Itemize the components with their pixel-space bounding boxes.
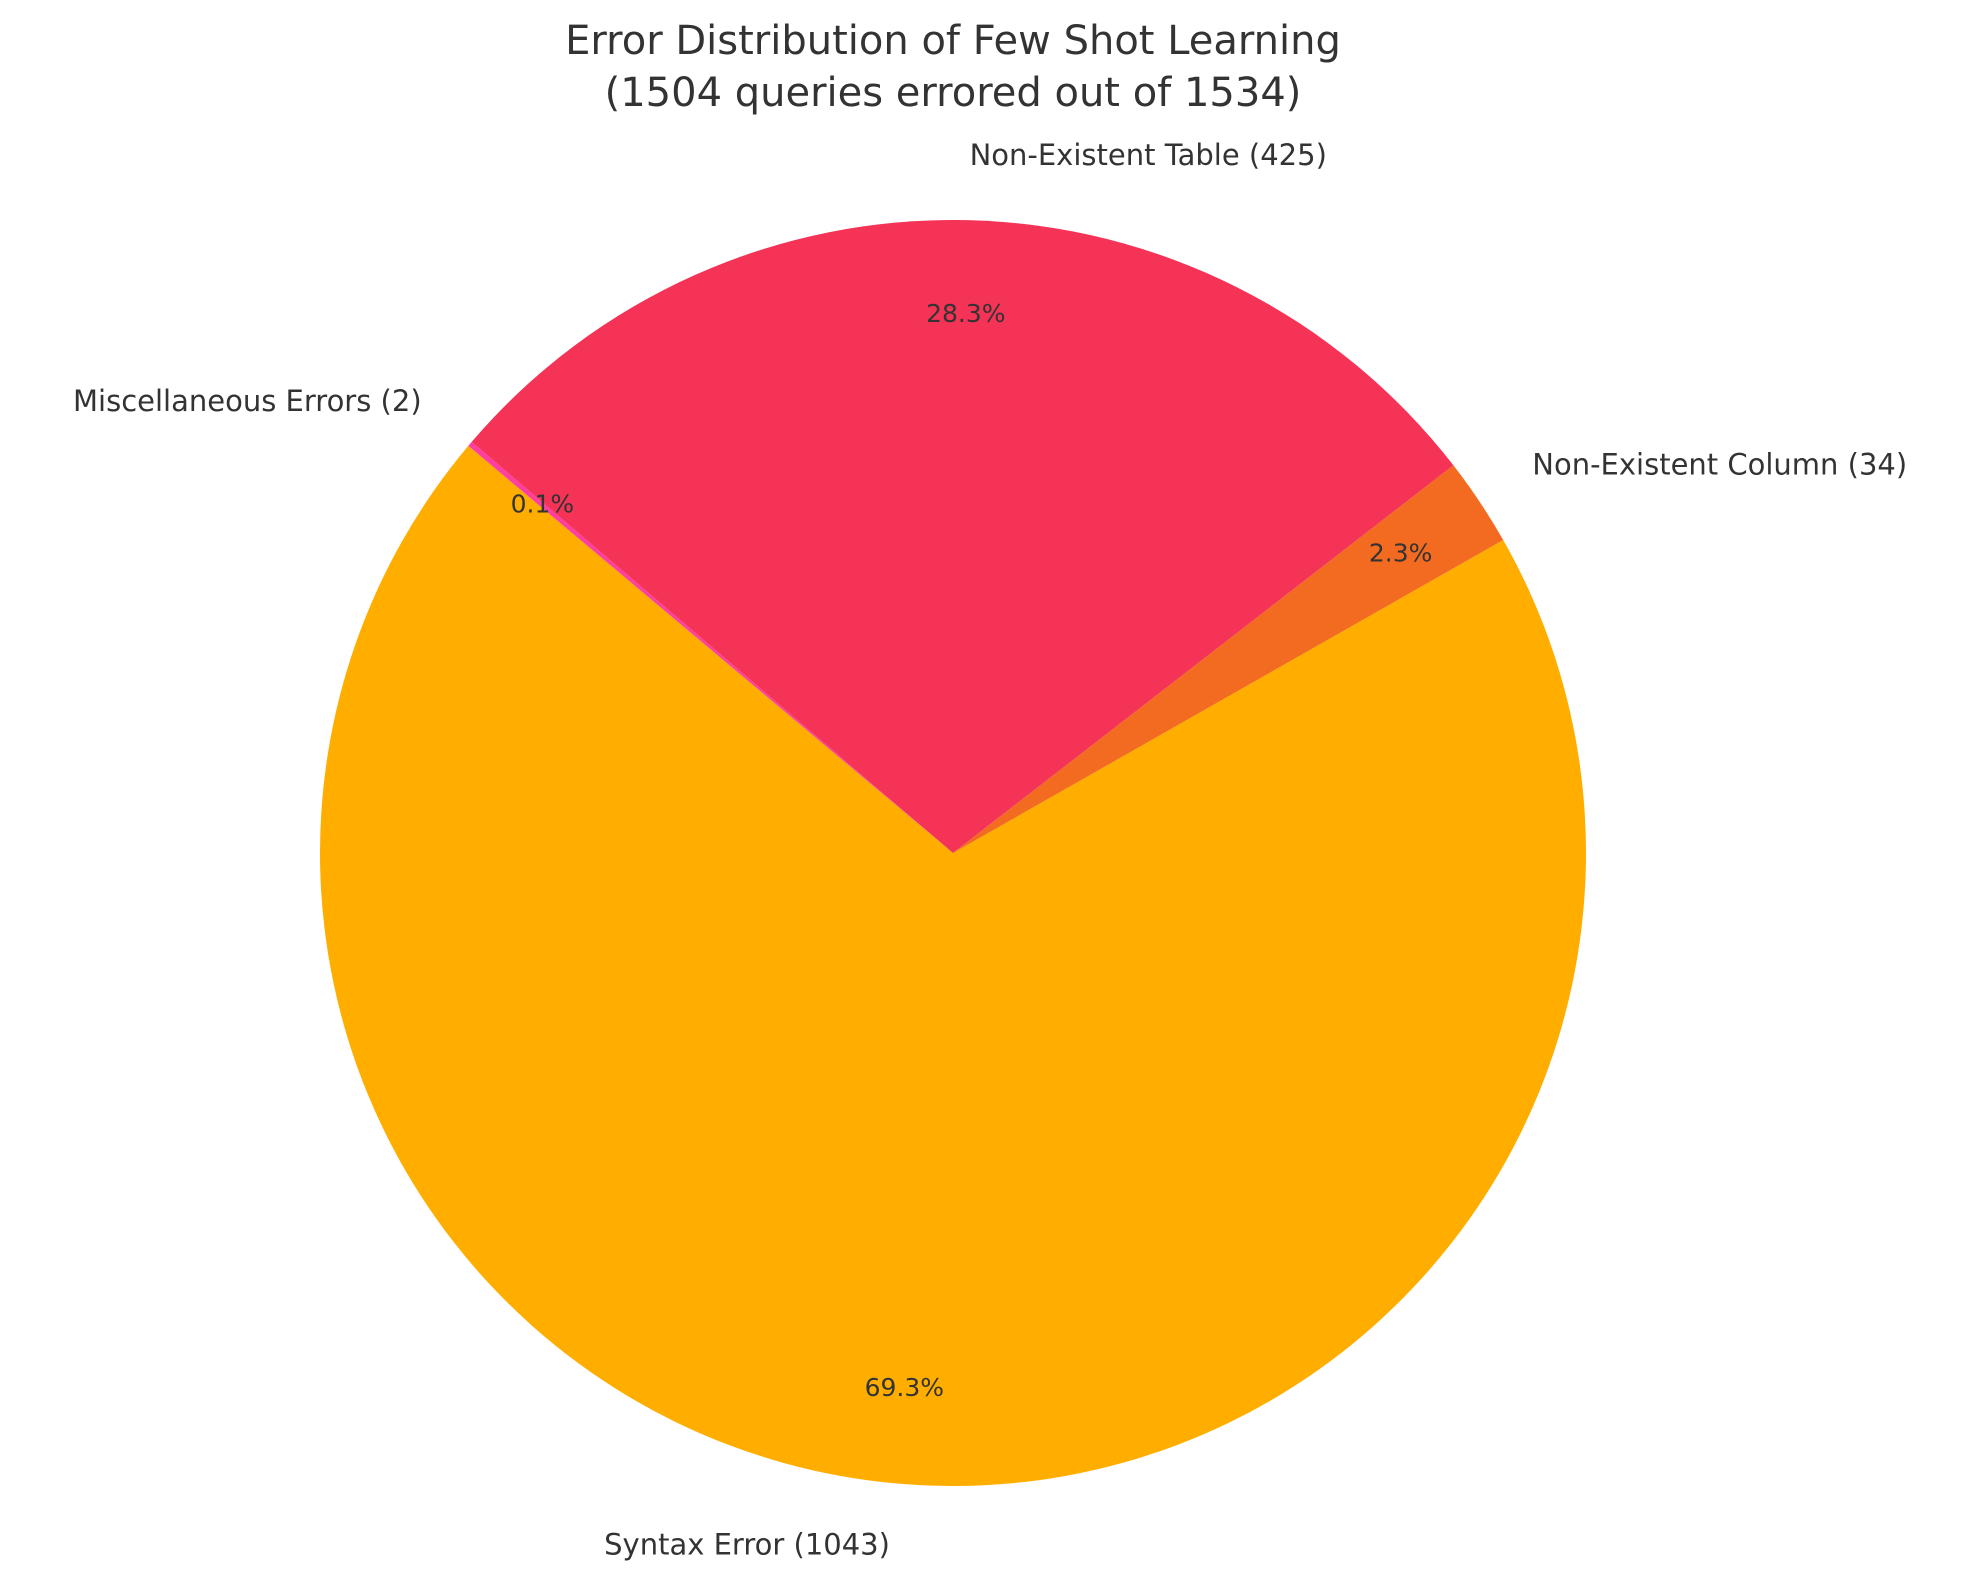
pie-labels: Miscellaneous Errors (2) 0.1% Syntax Error… (73, 138, 1907, 1562)
slice-label-syntax-error: Syntax Error (1043) (604, 1527, 890, 1561)
slice-percent-miscellaneous-errors: 0.1% (511, 489, 575, 518)
slice-label-non-existent-table: Non-Existent Table (425) (970, 138, 1327, 172)
slice-label-miscellaneous-errors: Miscellaneous Errors (2) (73, 384, 422, 418)
pie-slice-non-existent-table (471, 219, 1454, 854)
pie-slice-non-existent-column (953, 465, 1504, 853)
pie-slices (320, 219, 1586, 1486)
pie-slice-syntax-error (320, 445, 1586, 1486)
slice-label-non-existent-column: Non-Existent Column (34) (1532, 448, 1907, 482)
pie-slice-miscellaneous-errors (468, 441, 953, 853)
slice-percent-non-existent-table: 28.3% (926, 299, 1005, 328)
slice-percent-syntax-error: 69.3% (865, 1373, 944, 1402)
slice-percent-non-existent-column: 2.3% (1369, 538, 1433, 567)
chart-title: Error Distribution of Few Shot Learning (565, 18, 1341, 64)
chart-subtitle: (1504 queries errored out of 1534) (605, 70, 1302, 116)
